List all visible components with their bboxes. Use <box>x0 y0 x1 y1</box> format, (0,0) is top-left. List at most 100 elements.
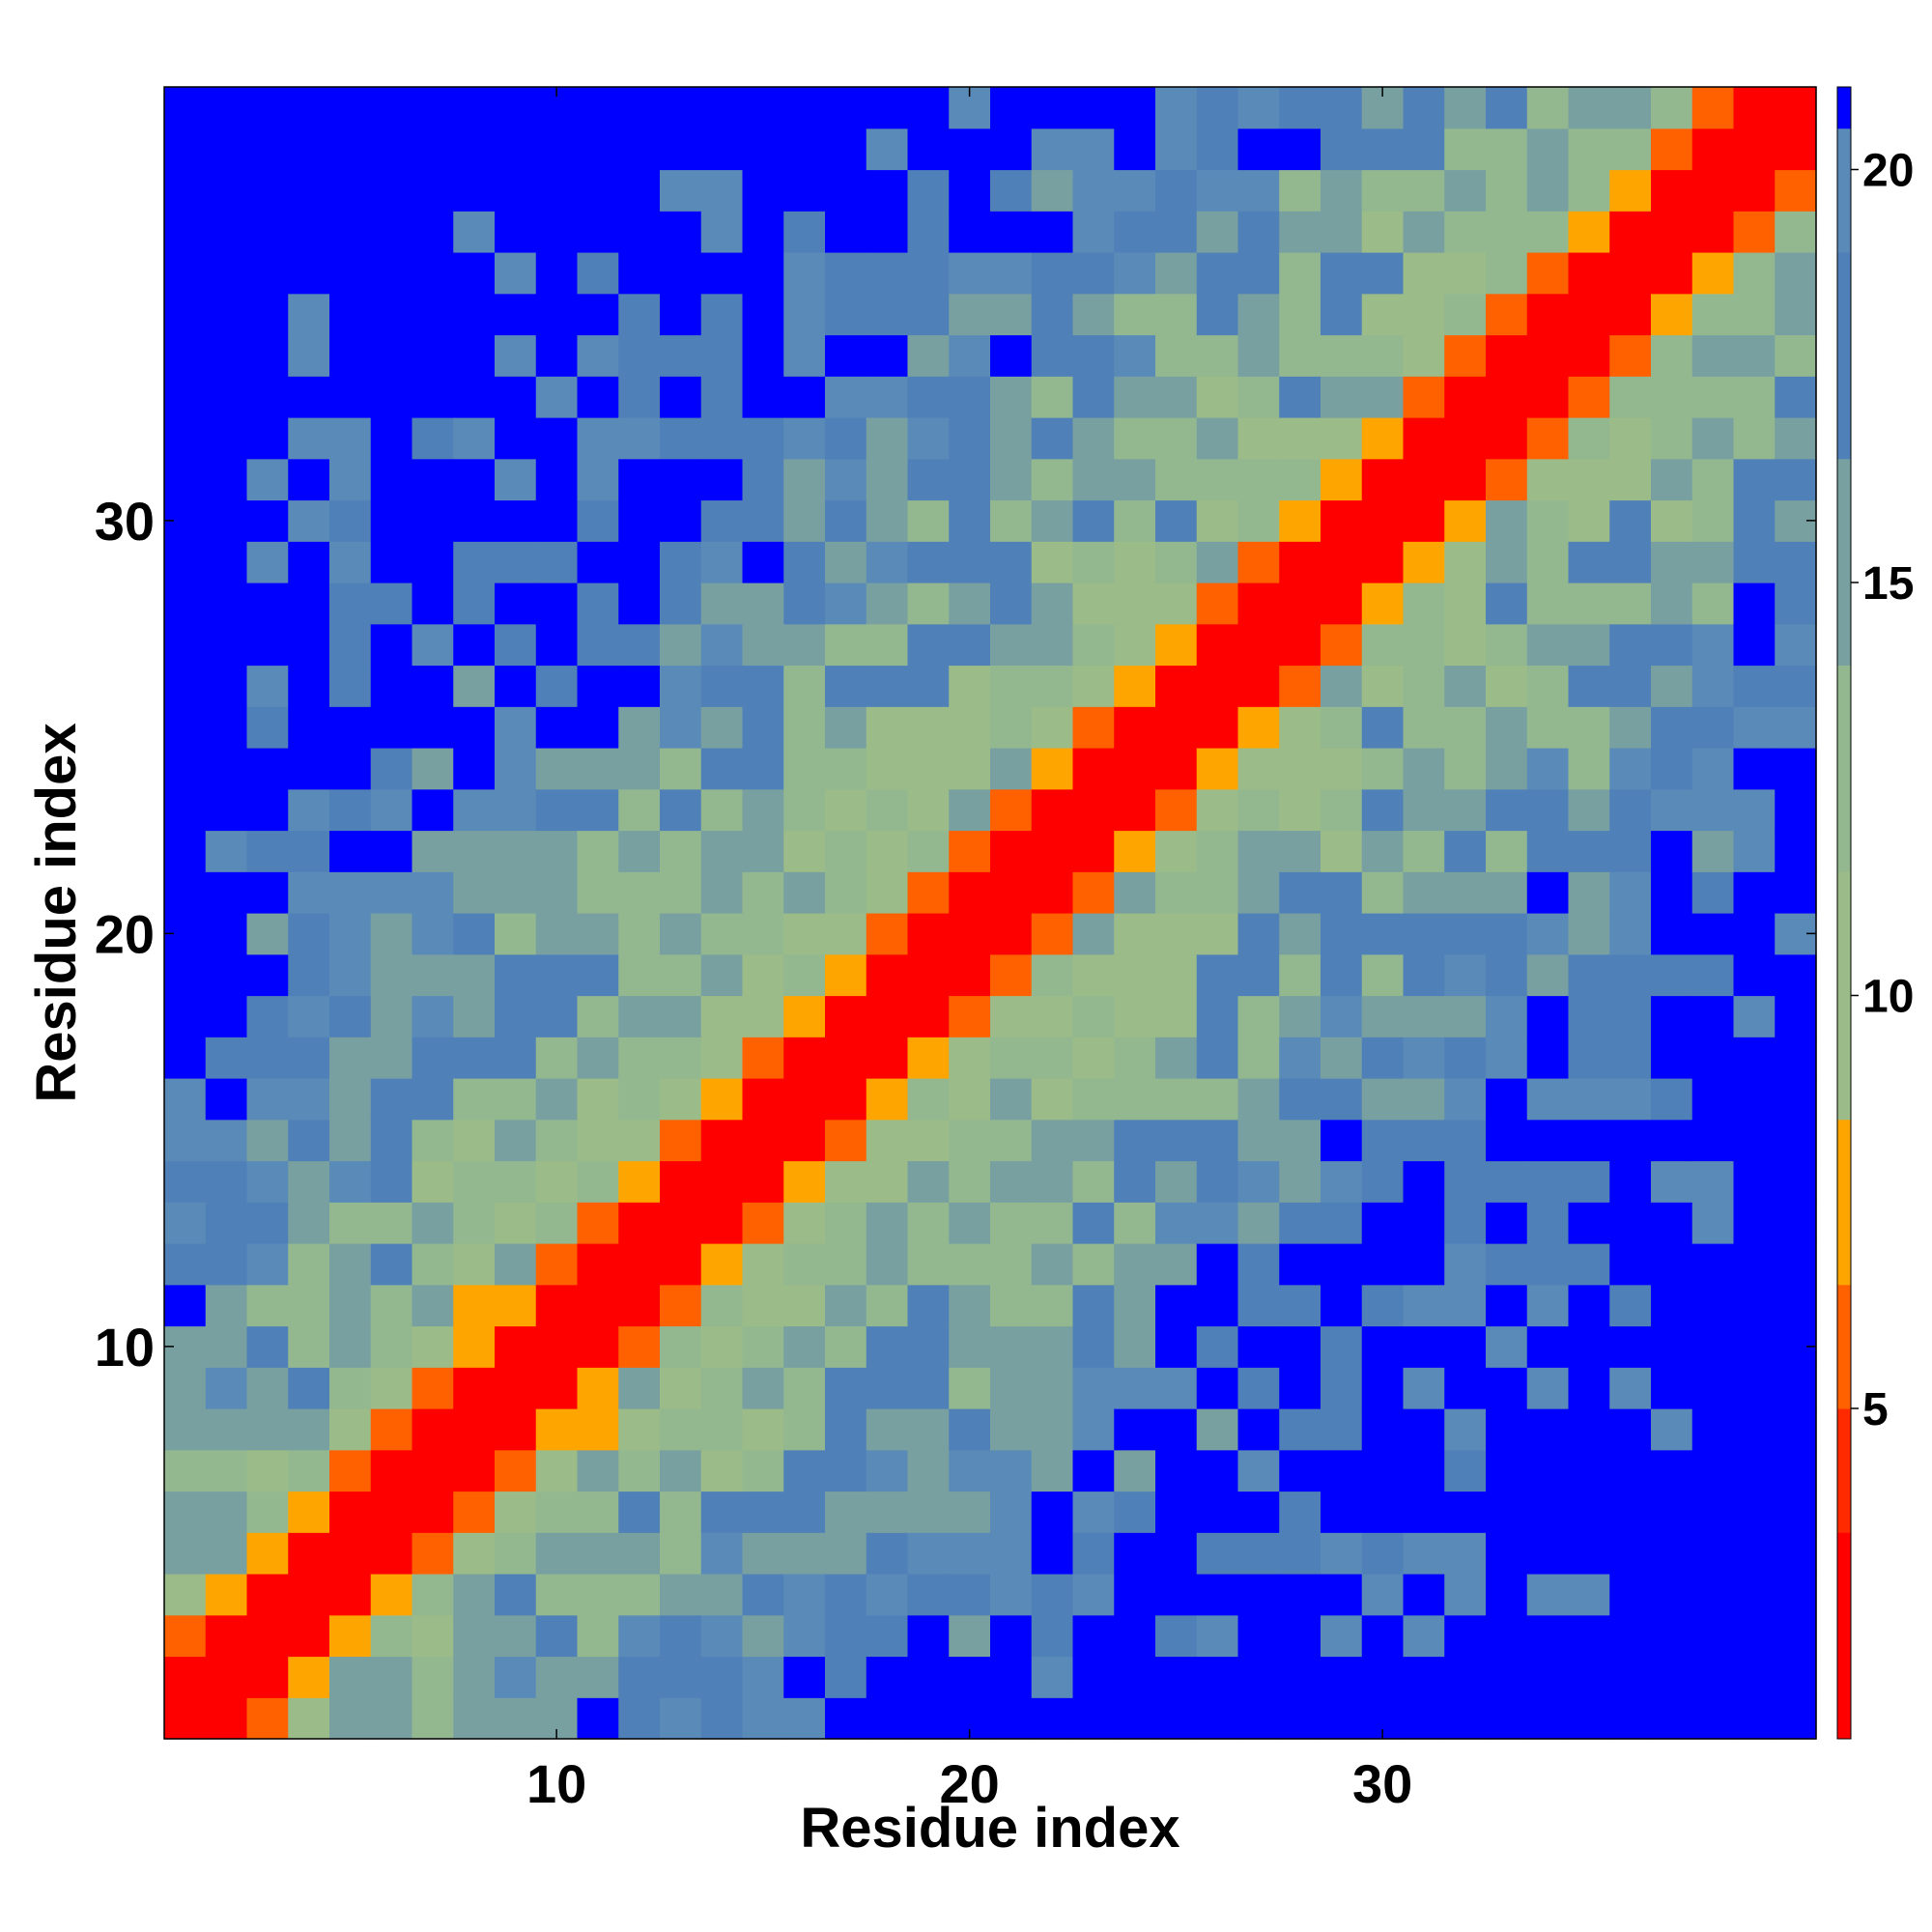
heatmap-cell <box>1072 417 1115 460</box>
heatmap-cell <box>1568 252 1610 295</box>
heatmap-cell <box>1279 1532 1321 1575</box>
heatmap-cell <box>1361 499 1405 542</box>
heatmap-cell <box>1526 1284 1570 1327</box>
heatmap-cell <box>1733 1491 1776 1533</box>
heatmap-cell <box>412 748 454 790</box>
heatmap-cell <box>495 1160 537 1203</box>
heatmap-cell <box>825 458 867 501</box>
heatmap-cell <box>618 1325 661 1368</box>
heatmap-cell <box>825 1284 867 1327</box>
heatmap-cell <box>783 499 826 542</box>
heatmap-cell <box>990 995 1033 1037</box>
heatmap-cell <box>495 582 537 625</box>
heatmap-cell <box>205 169 248 212</box>
heatmap-cell <box>1155 1491 1198 1533</box>
heatmap-cell <box>577 1243 619 1286</box>
heatmap-cell <box>742 1408 784 1451</box>
heatmap-cell <box>1526 541 1570 583</box>
heatmap-cell <box>1651 458 1693 501</box>
heatmap-cell <box>329 211 372 253</box>
heatmap-cell <box>1279 995 1321 1037</box>
heatmap-cell <box>1775 169 1817 212</box>
heatmap-cell <box>700 1449 744 1492</box>
heatmap-cell <box>205 706 248 749</box>
heatmap-cell <box>1444 1532 1487 1575</box>
heatmap-cell <box>1486 953 1528 997</box>
heatmap-cell <box>1609 1367 1652 1409</box>
heatmap-cell <box>700 252 744 295</box>
heatmap-cell <box>1155 1243 1198 1286</box>
heatmap-cell <box>453 211 496 253</box>
heatmap-cell <box>535 1160 579 1203</box>
heatmap-cell <box>1775 1614 1817 1658</box>
heatmap-cell <box>660 1037 702 1079</box>
heatmap-cell <box>1361 1284 1405 1327</box>
heatmap-cell <box>866 334 909 377</box>
heatmap-cell <box>1609 582 1652 625</box>
heatmap-cell <box>1031 1119 1074 1162</box>
heatmap-cell <box>370 541 413 583</box>
heatmap-cell <box>1155 169 1198 212</box>
heatmap-cell <box>1609 1697 1652 1740</box>
colorbar-band <box>1837 871 1851 1121</box>
heatmap-cell <box>1031 1078 1074 1121</box>
heatmap-cell <box>1072 1491 1115 1533</box>
heatmap-cell <box>618 1243 661 1286</box>
heatmap-cell <box>164 1367 207 1409</box>
heatmap-cell <box>825 169 867 212</box>
heatmap-cell <box>825 541 867 583</box>
heatmap-cell <box>825 376 867 418</box>
heatmap-cell <box>700 953 744 997</box>
heatmap-cell <box>866 1408 909 1451</box>
heatmap-cell <box>1691 1367 1735 1409</box>
heatmap-cell <box>783 582 826 625</box>
heatmap-cell <box>742 1614 784 1658</box>
heatmap-cell <box>1114 1160 1156 1203</box>
heatmap-cell <box>1072 1078 1115 1121</box>
heatmap-cell <box>370 1325 413 1368</box>
heatmap-cell <box>618 788 661 832</box>
heatmap-cell <box>742 582 784 625</box>
heatmap-cell <box>1733 788 1776 832</box>
heatmap-cell <box>164 1614 207 1658</box>
heatmap-cell <box>1361 211 1405 253</box>
heatmap-cell <box>866 706 909 749</box>
heatmap-cell <box>866 458 909 501</box>
heatmap-cell <box>1114 87 1156 129</box>
heatmap-cell <box>1568 871 1610 914</box>
heatmap-cell <box>164 128 207 171</box>
heatmap-cell <box>783 334 826 377</box>
heatmap-cell <box>164 871 207 914</box>
heatmap-cell <box>949 417 991 460</box>
heatmap-cell <box>246 871 289 914</box>
heatmap-cell <box>205 1408 248 1451</box>
heatmap-cell <box>907 1160 950 1203</box>
heatmap-cell <box>949 1078 991 1121</box>
heatmap-cell <box>1072 913 1115 955</box>
heatmap-cell <box>783 1408 826 1451</box>
heatmap-cell <box>1609 913 1652 955</box>
heatmap-cell <box>535 376 579 418</box>
heatmap-cell <box>1609 376 1652 418</box>
heatmap-cell <box>1733 1037 1776 1079</box>
heatmap-cell <box>205 1284 248 1327</box>
heatmap-cell <box>1733 953 1776 997</box>
heatmap-cell <box>1237 376 1280 418</box>
heatmap-cell <box>535 499 579 542</box>
heatmap-cell <box>1691 1202 1735 1244</box>
heatmap-cell <box>453 1408 496 1451</box>
heatmap-cell <box>907 830 950 872</box>
heatmap-cell <box>453 417 496 460</box>
heatmap-cell <box>412 582 454 625</box>
heatmap-cell <box>1609 788 1652 832</box>
heatmap-cell <box>1403 1408 1445 1451</box>
heatmap-cell <box>1361 995 1405 1037</box>
heatmap-cell <box>1444 1574 1487 1616</box>
heatmap-cell <box>1775 1202 1817 1244</box>
heatmap-cell <box>535 211 579 253</box>
heatmap-cell <box>866 995 909 1037</box>
heatmap-cell <box>825 499 867 542</box>
heatmap-cell <box>1733 913 1776 955</box>
heatmap-cell <box>535 913 579 955</box>
heatmap-cell <box>1237 995 1280 1037</box>
